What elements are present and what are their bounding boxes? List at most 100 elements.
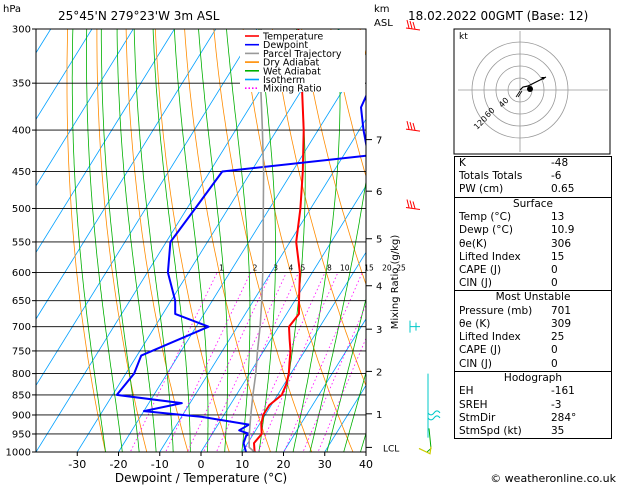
pressure-tick-label: 600 bbox=[12, 268, 31, 279]
row-label: K bbox=[459, 157, 466, 169]
indices-table: K -48 Totals Totals -6 PW (cm) 0.65 Surface T… bbox=[454, 156, 612, 440]
legend-entry: Dry Adiabat bbox=[263, 58, 320, 69]
row-value: 10.9 bbox=[551, 224, 575, 237]
legend-entry: Dewpoint bbox=[263, 40, 308, 51]
km-tick-label: 5 bbox=[376, 235, 382, 246]
row-value: -48 bbox=[551, 157, 569, 169]
km-tick-label: 2 bbox=[376, 367, 382, 378]
legend-entry: Isotherm bbox=[263, 75, 305, 86]
table-row: PW (cm) 0.65 bbox=[455, 183, 611, 196]
row-label: θe (K) bbox=[459, 318, 491, 331]
temperature-tick-label: 20 bbox=[277, 458, 291, 471]
legend-entry: Parcel Trajectory bbox=[263, 49, 342, 60]
row-value: 701 bbox=[551, 304, 572, 317]
row-label: CIN (J) bbox=[459, 357, 492, 370]
row-value: 0 bbox=[551, 344, 558, 357]
mixing-ratio-label: 8 bbox=[327, 264, 332, 273]
asl-label: ASL bbox=[374, 18, 393, 29]
table-row: SREH -3 bbox=[455, 399, 611, 412]
row-value: 284° bbox=[551, 411, 577, 424]
row-value: 0.65 bbox=[551, 183, 575, 196]
row-value: -161 bbox=[551, 385, 575, 398]
row-label: SREH bbox=[459, 398, 488, 411]
row-label: Dewp (°C) bbox=[459, 224, 513, 237]
hodograph-table-title: Hodograph bbox=[455, 370, 611, 386]
hodograph-unit-label: kt bbox=[459, 32, 468, 42]
pressure-tick-label: 850 bbox=[12, 390, 31, 401]
legend-entry: Mixing Ratio bbox=[263, 84, 322, 95]
pressure-tick-label: 700 bbox=[12, 322, 31, 333]
table-row: K -48 bbox=[455, 157, 611, 170]
pressure-tick-label: 500 bbox=[12, 204, 31, 215]
table-row: θe (K) 309 bbox=[455, 318, 611, 331]
table-row: StmSpd (kt) 35 bbox=[455, 425, 611, 438]
mixing-ratio-label: 5 bbox=[301, 264, 306, 273]
mixing-ratio-label: 4 bbox=[288, 264, 293, 273]
table-row: EH -161 bbox=[455, 385, 611, 398]
x-axis-title: Dewpoint / Temperature (°C) bbox=[115, 471, 287, 485]
copyright-label: © weatheronline.co.uk bbox=[490, 472, 616, 485]
mixing-ratio-label: 2 bbox=[253, 264, 258, 273]
row-label: EH bbox=[459, 385, 474, 398]
surface-title: Surface bbox=[455, 196, 611, 212]
table-row: StmDir 284° bbox=[455, 412, 611, 425]
row-value: -3 bbox=[551, 398, 562, 411]
mixing-ratio-label: 15 bbox=[364, 264, 374, 273]
temperature-tick-label: -10 bbox=[151, 458, 169, 471]
row-label: CAPE (J) bbox=[459, 263, 502, 276]
series-dewpoint bbox=[115, 93, 366, 452]
table-row: Totals Totals -6 bbox=[455, 170, 611, 183]
table-row: Lifted Index 15 bbox=[455, 251, 611, 264]
row-label: θe(K) bbox=[459, 237, 487, 250]
table-row: Dewp (°C) 10.9 bbox=[455, 224, 611, 237]
temperature-tick-label: -20 bbox=[110, 458, 128, 471]
temperature-tick-label: 30 bbox=[318, 458, 332, 471]
row-label: CIN (J) bbox=[459, 277, 492, 290]
table-row: CIN (J) 0 bbox=[455, 358, 611, 371]
pressure-tick-label: 1000 bbox=[6, 448, 31, 459]
row-value: 0 bbox=[551, 357, 558, 370]
legend-entry: Temperature bbox=[262, 32, 323, 43]
row-value: 0 bbox=[551, 263, 558, 276]
pressure-tick-label: 900 bbox=[12, 410, 31, 421]
datetime-label: 18.02.2022 00GMT (Base: 12) bbox=[408, 9, 588, 23]
temperature-tick-label: 10 bbox=[235, 458, 249, 471]
mixing-ratio-label: 20 bbox=[382, 264, 392, 273]
row-label: Temp (°C) bbox=[459, 211, 512, 224]
mixing-ratio-label: 1 bbox=[219, 264, 224, 273]
row-value: 15 bbox=[551, 250, 565, 263]
km-tick-label: 1 bbox=[376, 410, 382, 421]
y2-axis-title: Mixing Ratio (g/kg) bbox=[390, 235, 401, 330]
km-tick-label: 4 bbox=[376, 282, 382, 293]
pressure-tick-label: 750 bbox=[12, 346, 31, 357]
table-row: θe(K) 306 bbox=[455, 238, 611, 251]
table-row: CIN (J) 0 bbox=[455, 277, 611, 290]
pressure-tick-label: 550 bbox=[12, 237, 31, 248]
row-label: Lifted Index bbox=[459, 250, 521, 263]
row-value: 309 bbox=[551, 318, 572, 331]
pressure-unit-label: hPa bbox=[3, 4, 21, 15]
temperature-tick-label: 0 bbox=[198, 458, 205, 471]
pressure-tick-label: 350 bbox=[12, 79, 31, 90]
most-unstable-title: Most Unstable bbox=[455, 290, 611, 305]
row-label: Lifted Index bbox=[459, 331, 521, 344]
km-tick-label: 6 bbox=[376, 187, 382, 198]
pressure-tick-label: 800 bbox=[12, 369, 31, 380]
series-temperature bbox=[253, 29, 305, 452]
km-tick-label: 7 bbox=[376, 136, 382, 147]
row-value: 35 bbox=[551, 424, 565, 437]
row-value: 13 bbox=[551, 211, 565, 224]
row-label: PW (cm) bbox=[459, 183, 504, 196]
pressure-tick-label: 950 bbox=[12, 429, 31, 440]
row-value: 0 bbox=[551, 277, 558, 290]
pressure-tick-label: 400 bbox=[12, 126, 31, 137]
km-tick-label: 3 bbox=[376, 325, 382, 336]
row-label: Totals Totals bbox=[459, 170, 523, 183]
row-label: CAPE (J) bbox=[459, 344, 502, 357]
pressure-tick-label: 300 bbox=[12, 25, 31, 36]
mixing-ratio-label: 3 bbox=[273, 264, 278, 273]
pressure-tick-label: 450 bbox=[12, 167, 31, 178]
